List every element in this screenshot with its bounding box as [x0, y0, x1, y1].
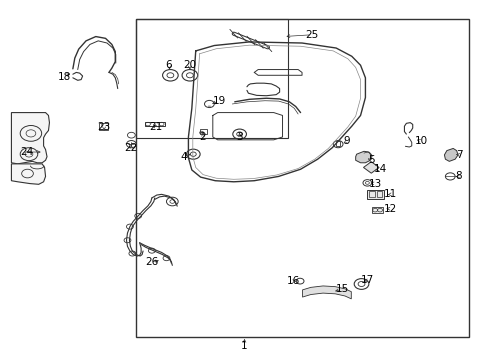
Text: 15: 15	[335, 284, 348, 294]
Bar	[376, 191, 381, 197]
Bar	[99, 123, 108, 130]
Bar	[136, 19, 468, 337]
Polygon shape	[11, 164, 45, 184]
Text: 6: 6	[165, 60, 172, 70]
Text: 21: 21	[149, 122, 162, 132]
Text: r: r	[101, 123, 103, 128]
Text: 11: 11	[384, 189, 397, 199]
Text: 22: 22	[124, 143, 138, 153]
Text: 4: 4	[180, 152, 186, 162]
Text: 2: 2	[199, 132, 206, 142]
Polygon shape	[11, 113, 49, 164]
Bar	[136, 19, 288, 138]
Text: 1: 1	[241, 341, 247, 351]
Text: 10: 10	[414, 136, 427, 146]
Bar	[199, 129, 207, 134]
Bar	[335, 140, 339, 145]
Text: 8: 8	[455, 171, 462, 181]
Bar	[366, 190, 384, 199]
Text: 12: 12	[384, 204, 397, 214]
Text: 9: 9	[343, 136, 349, 146]
Bar	[371, 207, 382, 213]
Text: 14: 14	[373, 164, 386, 174]
Text: 18: 18	[58, 72, 71, 82]
Text: 24: 24	[20, 147, 34, 157]
Text: 13: 13	[368, 179, 381, 189]
Text: 20: 20	[183, 60, 196, 70]
Text: 26: 26	[145, 257, 158, 267]
Text: 3: 3	[236, 132, 243, 142]
Polygon shape	[363, 162, 378, 173]
Bar	[144, 122, 164, 126]
Polygon shape	[355, 151, 370, 163]
Text: 16: 16	[286, 276, 299, 286]
Bar	[368, 191, 374, 197]
Text: 5: 5	[367, 155, 374, 165]
Text: 7: 7	[455, 150, 462, 160]
Text: 25: 25	[305, 30, 318, 40]
Text: 17: 17	[360, 275, 373, 285]
Text: 23: 23	[97, 122, 110, 132]
Polygon shape	[444, 148, 457, 161]
Text: 19: 19	[212, 96, 225, 106]
